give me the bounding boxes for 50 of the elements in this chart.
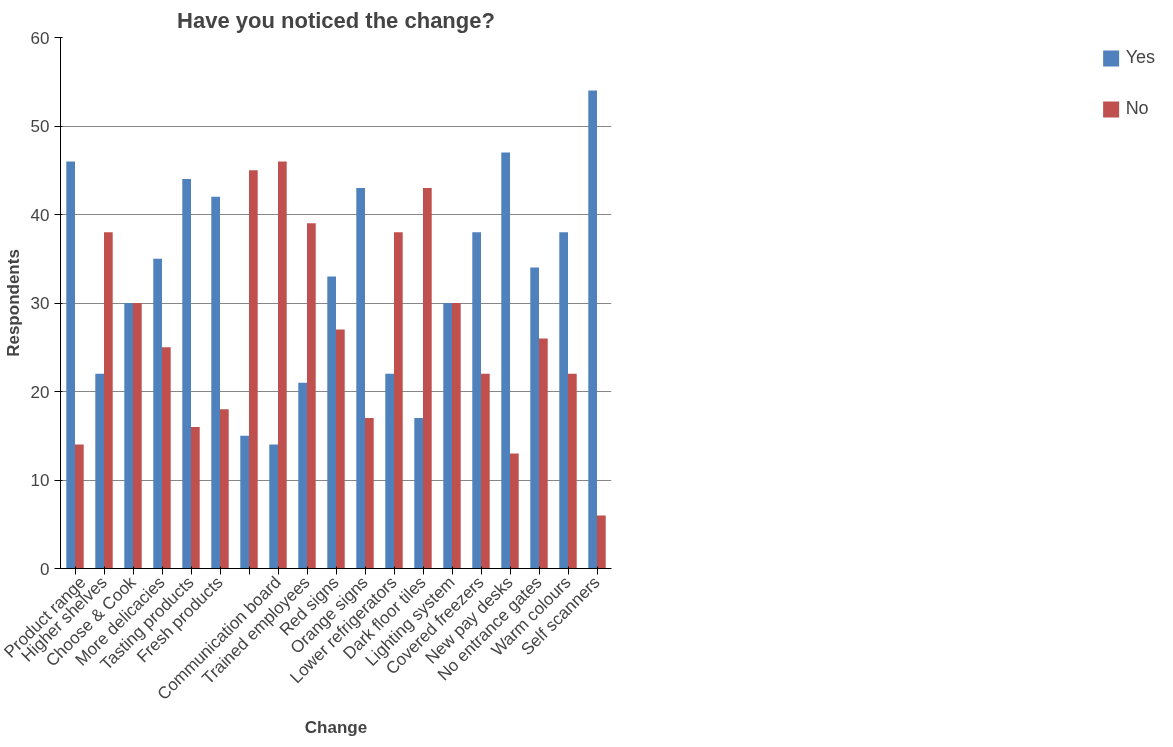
legend-label: No bbox=[1125, 98, 1149, 119]
bar bbox=[191, 426, 200, 569]
bar bbox=[472, 232, 481, 569]
bar bbox=[501, 152, 510, 569]
legend-label: Yes bbox=[1125, 47, 1155, 68]
bar bbox=[336, 329, 345, 569]
bar bbox=[249, 170, 258, 569]
y-tick-label: 0 bbox=[40, 559, 50, 579]
bar bbox=[394, 232, 403, 569]
y-tick-label: 10 bbox=[30, 471, 50, 490]
bar bbox=[385, 373, 394, 569]
bar bbox=[133, 303, 142, 569]
bar bbox=[124, 303, 133, 569]
bar bbox=[356, 187, 365, 569]
bar bbox=[153, 258, 162, 569]
bar bbox=[365, 418, 374, 569]
bar bbox=[530, 267, 539, 569]
bar bbox=[298, 382, 307, 569]
bar bbox=[559, 232, 568, 569]
bar bbox=[452, 303, 461, 569]
y-tick-label: 60 bbox=[30, 28, 50, 48]
bar bbox=[278, 161, 287, 569]
bar bbox=[539, 338, 548, 569]
bar bbox=[66, 161, 75, 569]
y-tick-label: 50 bbox=[30, 117, 50, 136]
bar bbox=[75, 444, 84, 569]
bar bbox=[269, 444, 278, 569]
bar bbox=[510, 453, 519, 569]
bar bbox=[95, 373, 104, 569]
bar bbox=[162, 347, 171, 569]
bar bbox=[211, 196, 220, 569]
bar bbox=[597, 515, 606, 569]
bar bbox=[220, 409, 229, 569]
bar bbox=[481, 373, 490, 569]
bar bbox=[568, 373, 577, 569]
y-axis-title: Respondents bbox=[3, 249, 23, 357]
x-axis-title: Change bbox=[304, 718, 368, 738]
bar bbox=[104, 232, 113, 569]
bar bbox=[423, 187, 432, 569]
y-tick-label: 30 bbox=[30, 294, 50, 313]
chart-title: Have you noticed the change? bbox=[177, 7, 495, 33]
bar bbox=[182, 179, 191, 569]
bar bbox=[414, 418, 423, 569]
bar bbox=[588, 90, 597, 569]
bar bbox=[443, 303, 452, 569]
bar bbox=[307, 223, 316, 569]
y-tick-label: 40 bbox=[30, 205, 50, 225]
bar bbox=[240, 435, 249, 569]
bar bbox=[327, 276, 336, 569]
y-tick-label: 20 bbox=[30, 382, 50, 402]
